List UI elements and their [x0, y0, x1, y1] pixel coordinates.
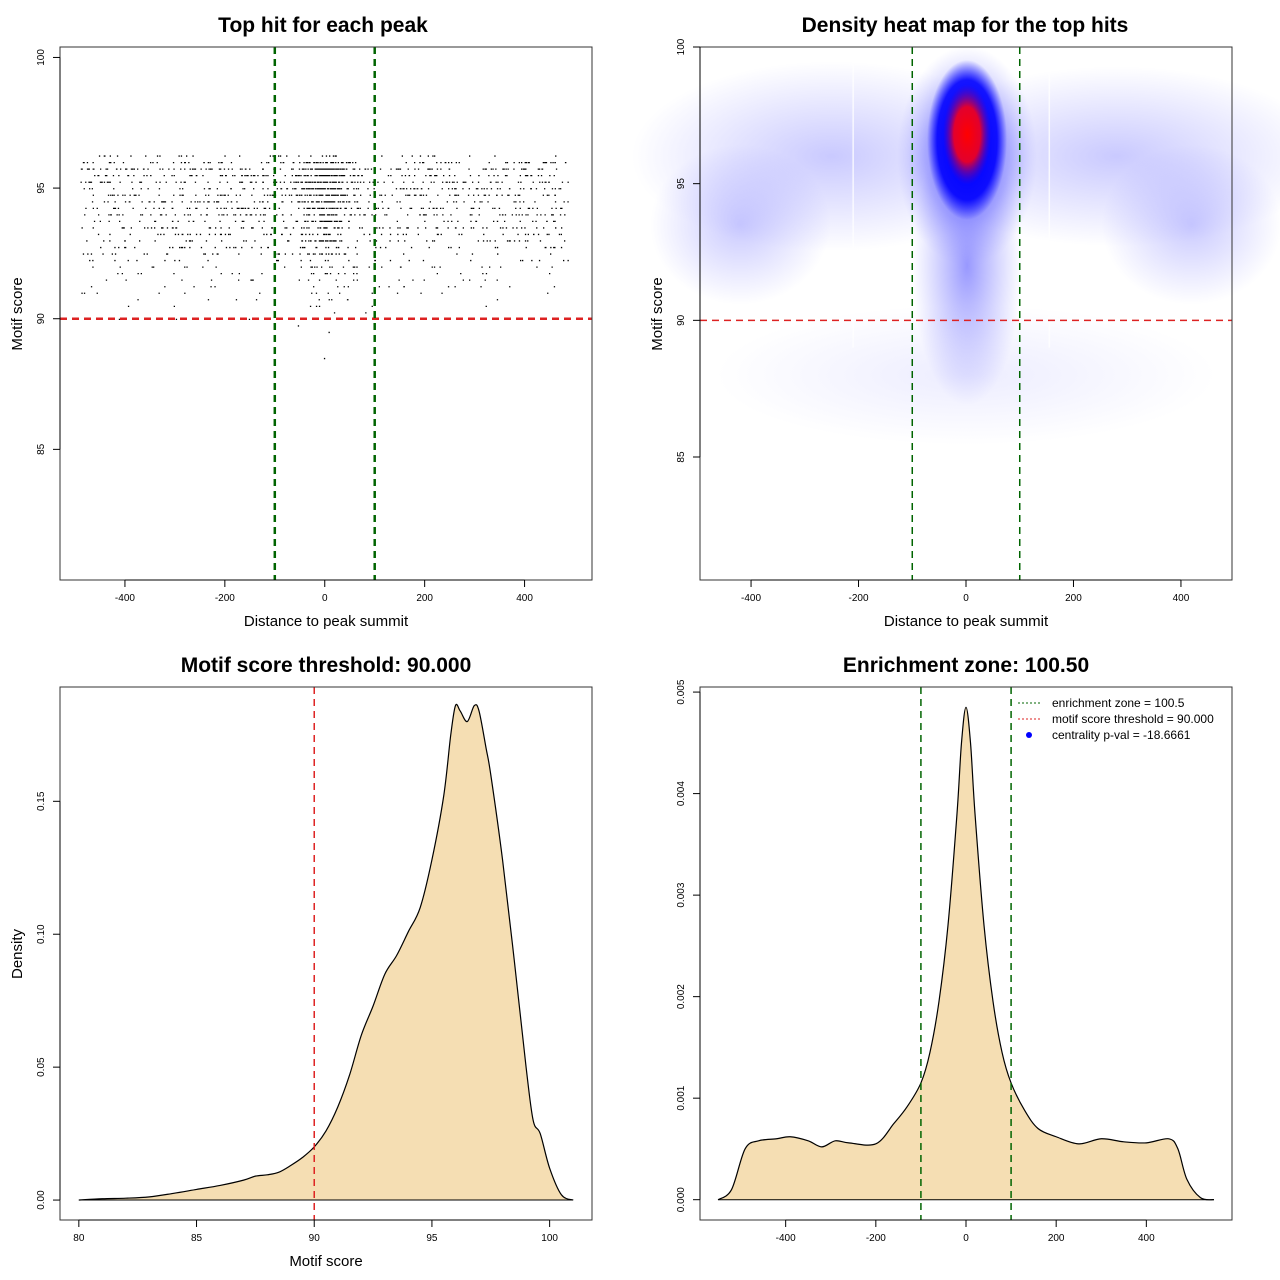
y-tick-label: 0.10 — [36, 924, 47, 944]
x-axis-label: Distance to peak summit — [244, 613, 409, 630]
legend: enrichment zone = 100.5 motif score thre… — [1018, 696, 1214, 742]
y-tick-label: 100 — [36, 49, 47, 66]
x-tick-label: 85 — [191, 1233, 203, 1244]
x-axis-label: Motif score — [289, 1253, 362, 1270]
heatmap-band — [650, 144, 831, 305]
y-tick-label: 0.000 — [676, 1187, 687, 1212]
y-tick-label: 90 — [36, 313, 47, 325]
axes: -400 -200 0 200 400 0.000 0.001 0.002 0.003 0.004… — [676, 679, 1155, 1244]
legend-item-threshold: motif score threshold = 90.000 — [1052, 712, 1214, 726]
x-tick-label: -400 — [115, 593, 135, 604]
x-axis-label: Distance to peak summit — [884, 613, 1049, 630]
y-axis-label: Motif score — [9, 277, 26, 350]
motif-score-density-panel: Motif score threshold: 90.000 80 85 90 95 10… — [9, 654, 593, 1270]
axes: -400 -200 0 200 400 85 90 95 100 — [36, 49, 533, 604]
x-tick-label: 400 — [1173, 593, 1190, 604]
density-heatmap-panel: Density heat map for the top hits -400 -2… — [631, 14, 1280, 630]
x-tick-label: -200 — [866, 1233, 886, 1244]
y-tick-label: 0.001 — [676, 1085, 687, 1110]
y-tick-label: 85 — [676, 451, 687, 463]
heatmap-peak — [943, 84, 992, 185]
x-tick-label: -400 — [741, 593, 761, 604]
density-area — [78, 704, 574, 1201]
y-tick-label: 0.005 — [676, 679, 687, 704]
y-tick-label: 0.003 — [676, 882, 687, 907]
axes: -400 -200 0 200 400 85 90 95 100 — [676, 38, 1190, 604]
y-tick-label: 0.15 — [36, 791, 47, 811]
y-tick-label: 0.004 — [676, 781, 687, 806]
plot-area — [60, 47, 592, 580]
top-hits-scatter-panel: Top hit for each peak -400 -200 0 200 400 85 9… — [9, 14, 593, 630]
y-axis-label: Density — [9, 928, 26, 979]
heatmap-band — [1101, 144, 1280, 305]
scatter-points — [80, 155, 569, 360]
y-tick-label: 100 — [676, 38, 687, 55]
x-tick-label: 400 — [1138, 1233, 1155, 1244]
x-tick-label: -400 — [776, 1233, 796, 1244]
y-tick-label: 85 — [36, 443, 47, 455]
chart-title: Top hit for each peak — [218, 14, 428, 37]
y-tick-label: 90 — [676, 314, 687, 326]
density-curve — [717, 706, 1215, 1201]
legend-marker-pval — [1026, 732, 1032, 738]
chart-title: Density heat map for the top hits — [802, 14, 1129, 37]
legend-item-enrichment: enrichment zone = 100.5 — [1052, 696, 1185, 710]
x-tick-label: 200 — [1065, 593, 1082, 604]
y-tick-label: 95 — [676, 178, 687, 190]
y-axis-label: Motif score — [649, 277, 666, 350]
x-tick-label: 200 — [1048, 1233, 1065, 1244]
x-tick-label: 0 — [322, 593, 328, 604]
density-curve — [78, 703, 574, 1201]
density-area — [718, 707, 1214, 1200]
x-tick-label: 80 — [73, 1233, 85, 1244]
x-tick-label: -200 — [215, 593, 235, 604]
enrichment-density-panel: Enrichment zone: 100.50 -400 -200 0 200 400 0… — [676, 654, 1233, 1244]
x-tick-label: 95 — [426, 1233, 438, 1244]
x-tick-label: 0 — [963, 1233, 969, 1244]
chart-title: Motif score threshold: 90.000 — [181, 654, 472, 677]
x-tick-label: -200 — [849, 593, 869, 604]
axes: 80 85 90 95 100 0.00 0.05 0.10 0.15 — [36, 791, 558, 1244]
y-tick-label: 0.05 — [36, 1057, 47, 1077]
y-tick-label: 0.002 — [676, 984, 687, 1009]
y-tick-label: 0.00 — [36, 1190, 47, 1210]
x-tick-label: 0 — [963, 593, 969, 604]
y-tick-label: 95 — [36, 182, 47, 194]
x-tick-label: 200 — [416, 593, 433, 604]
x-tick-label: 400 — [516, 593, 533, 604]
legend-item-pval: centrality p-val = -18.6661 — [1052, 728, 1191, 742]
plot-area — [631, 46, 1280, 580]
plot-area — [717, 687, 1215, 1220]
chart-title: Enrichment zone: 100.50 — [843, 654, 1089, 677]
x-tick-label: 90 — [309, 1233, 321, 1244]
plot-area — [78, 687, 574, 1220]
x-tick-label: 100 — [541, 1233, 558, 1244]
